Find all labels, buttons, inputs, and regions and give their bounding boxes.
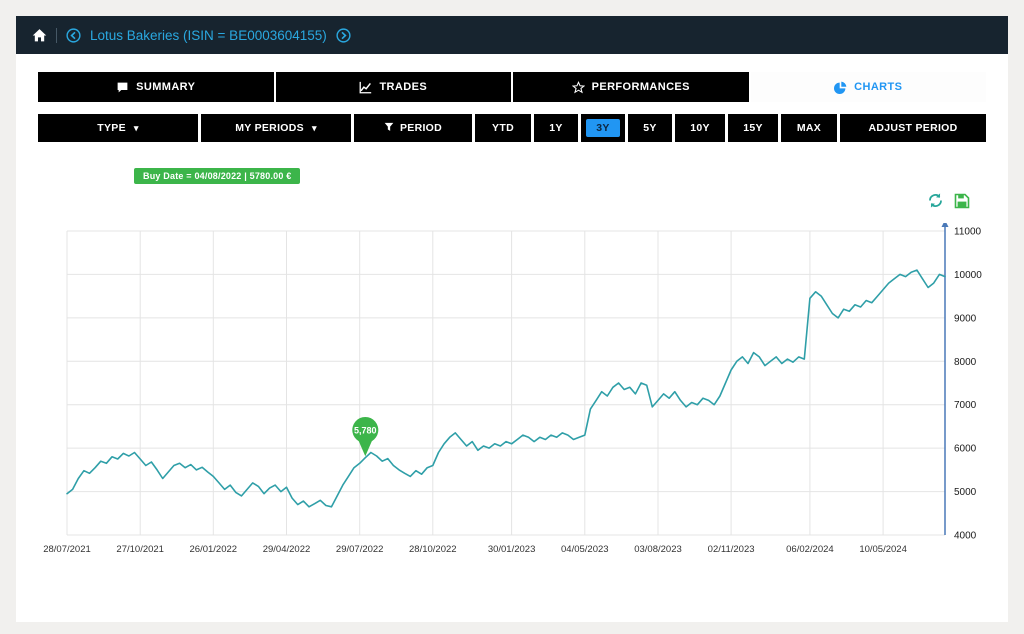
period-label: PERIOD <box>399 122 443 134</box>
svg-text:8000: 8000 <box>954 357 977 368</box>
home-icon[interactable] <box>32 28 47 43</box>
svg-text:29/04/2022: 29/04/2022 <box>263 544 311 555</box>
selected-period-pill: 3Y <box>586 119 620 137</box>
svg-text:27/10/2021: 27/10/2021 <box>116 544 164 555</box>
svg-text:03/08/2023: 03/08/2023 <box>634 544 682 555</box>
svg-text:7000: 7000 <box>954 400 977 411</box>
tab-performances[interactable]: PERFORMANCES <box>513 72 749 102</box>
period-10y-button[interactable]: 10Y <box>675 114 725 142</box>
tab-label: TRADES <box>379 81 428 93</box>
price-chart[interactable]: 4000 5000 6000 7000 8000 9000 10000 11000 28/07/… <box>40 223 984 568</box>
svg-text:10/05/2024: 10/05/2024 <box>859 544 907 555</box>
my-periods-dropdown[interactable]: MY PERIODS ▾ <box>201 114 351 142</box>
adjust-period-button[interactable]: ADJUST PERIOD <box>840 114 986 142</box>
type-dropdown[interactable]: TYPE ▾ <box>38 114 198 142</box>
tab-charts[interactable]: CHARTS <box>750 72 986 102</box>
forward-circle-icon[interactable] <box>336 27 351 43</box>
tab-bar: SUMMARY TRADES PERFORMANCES CHARTS <box>38 72 986 102</box>
svg-text:4000: 4000 <box>954 531 977 542</box>
svg-text:04/05/2023: 04/05/2023 <box>561 544 609 555</box>
chevron-down-icon: ▾ <box>311 122 317 133</box>
period-15y-button[interactable]: 15Y <box>728 114 778 142</box>
instrument-title: Lotus Bakeries (ISIN = BE0003604155) <box>90 27 327 43</box>
refresh-icon[interactable] <box>927 192 944 209</box>
period-filter-button[interactable]: PERIOD <box>354 114 472 142</box>
buy-date-row: Buy Date = 04/08/2022 | 5780.00 € <box>134 166 1008 184</box>
period-max-button[interactable]: MAX <box>781 114 837 142</box>
buy-date-badge: Buy Date = 04/08/2022 | 5780.00 € <box>134 168 301 184</box>
period-ytd-button[interactable]: YTD <box>475 114 531 142</box>
svg-text:02/11/2023: 02/11/2023 <box>708 544 755 555</box>
tab-label: CHARTS <box>854 81 903 93</box>
save-icon[interactable] <box>954 193 970 209</box>
svg-text:28/07/2021: 28/07/2021 <box>43 544 91 555</box>
star-icon <box>571 80 585 94</box>
period-toolbar: TYPE ▾ MY PERIODS ▾ PERIOD YTD 1Y 3Y 5Y … <box>38 114 986 142</box>
summary-icon <box>116 81 129 94</box>
svg-text:6000: 6000 <box>954 444 977 455</box>
divider <box>56 27 57 43</box>
svg-text:30/01/2023: 30/01/2023 <box>488 544 536 555</box>
svg-text:11000: 11000 <box>954 227 982 238</box>
type-label: TYPE <box>97 122 126 134</box>
svg-text:9000: 9000 <box>954 313 977 324</box>
tab-label: SUMMARY <box>136 81 196 93</box>
svg-text:26/01/2022: 26/01/2022 <box>190 544 238 555</box>
chart-tools <box>927 192 970 209</box>
back-circle-icon[interactable] <box>66 27 81 43</box>
svg-text:5,780: 5,780 <box>354 426 377 436</box>
line-chart-icon <box>359 81 372 94</box>
pie-chart-icon <box>834 81 847 94</box>
tab-label: PERFORMANCES <box>591 81 690 93</box>
chevron-down-icon: ▾ <box>133 122 139 133</box>
svg-text:10000: 10000 <box>954 270 982 281</box>
content-card: Lotus Bakeries (ISIN = BE0003604155) SUM… <box>16 16 1008 622</box>
tab-trades[interactable]: TRADES <box>275 72 511 102</box>
my-periods-label: MY PERIODS <box>235 122 304 134</box>
svg-text:28/10/2022: 28/10/2022 <box>409 544 457 555</box>
tab-summary[interactable]: SUMMARY <box>38 72 274 102</box>
period-3y-button[interactable]: 3Y <box>581 114 625 142</box>
svg-text:06/02/2024: 06/02/2024 <box>786 544 834 555</box>
period-5y-button[interactable]: 5Y <box>628 114 672 142</box>
period-1y-button[interactable]: 1Y <box>534 114 578 142</box>
svg-text:29/07/2022: 29/07/2022 <box>336 544 384 555</box>
top-navbar: Lotus Bakeries (ISIN = BE0003604155) <box>16 16 1008 54</box>
funnel-icon <box>384 122 394 135</box>
svg-text:5000: 5000 <box>954 487 977 498</box>
